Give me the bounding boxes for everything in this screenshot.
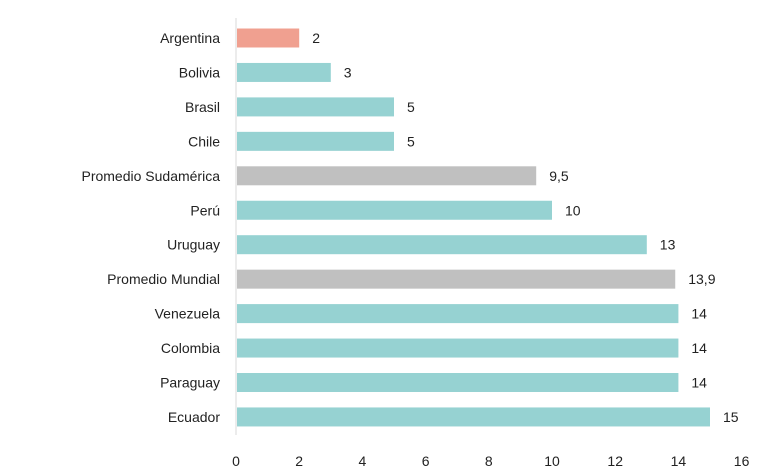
x-tick-label: 6	[422, 453, 430, 469]
bar	[237, 269, 676, 289]
category-label: Chile	[188, 133, 220, 149]
value-label: 14	[691, 375, 707, 391]
category-labels: Argentina Bolivia Brasil Chile Promedio Suda…	[81, 30, 220, 425]
bar	[237, 62, 331, 82]
value-label: 3	[344, 64, 352, 80]
value-label: 14	[691, 306, 707, 322]
bar	[237, 373, 679, 392]
bar	[237, 28, 300, 48]
bar	[237, 304, 679, 324]
category-label: Paraguay	[160, 375, 220, 391]
value-label: 5	[407, 133, 415, 149]
bar	[237, 97, 394, 117]
bar	[237, 407, 710, 427]
x-axis-tick-labels: 0 2 4 6 8 10 12 14 16	[232, 453, 749, 469]
category-label: Perú	[190, 202, 220, 218]
x-tick-label: 2	[295, 453, 303, 469]
bar	[237, 235, 647, 255]
x-tick-label: 0	[232, 453, 240, 469]
value-label: 13,9	[688, 271, 715, 287]
x-tick-label: 10	[544, 453, 560, 469]
value-label: 5	[407, 99, 415, 115]
x-tick-label: 14	[671, 453, 687, 469]
category-label: Promedio Sudamérica	[81, 168, 220, 184]
x-tick-label: 12	[607, 453, 623, 469]
category-label: Ecuador	[168, 409, 220, 425]
bar	[237, 166, 537, 186]
value-label: 13	[660, 237, 676, 253]
x-tick-label: 16	[734, 453, 750, 469]
category-label: Uruguay	[167, 237, 220, 253]
bar	[237, 200, 552, 220]
category-label: Colombia	[161, 340, 220, 356]
category-label: Brasil	[185, 99, 220, 115]
category-label: Bolivia	[179, 64, 220, 80]
value-label: 2	[312, 30, 320, 46]
bar	[237, 131, 394, 151]
category-label: Venezuela	[155, 306, 221, 322]
value-label: 10	[565, 202, 581, 218]
bars-group	[237, 28, 710, 427]
category-label: Promedio Mundial	[107, 271, 220, 287]
bar	[237, 338, 679, 358]
category-label: Argentina	[160, 30, 220, 46]
x-tick-label: 4	[359, 453, 367, 469]
value-label: 15	[723, 409, 739, 425]
value-labels: 2 3 5 5 9,5 10 13 13,9 14 14 14 15	[312, 30, 739, 425]
x-tick-label: 8	[485, 453, 493, 469]
value-label: 9,5	[549, 168, 569, 184]
value-label: 14	[691, 340, 707, 356]
